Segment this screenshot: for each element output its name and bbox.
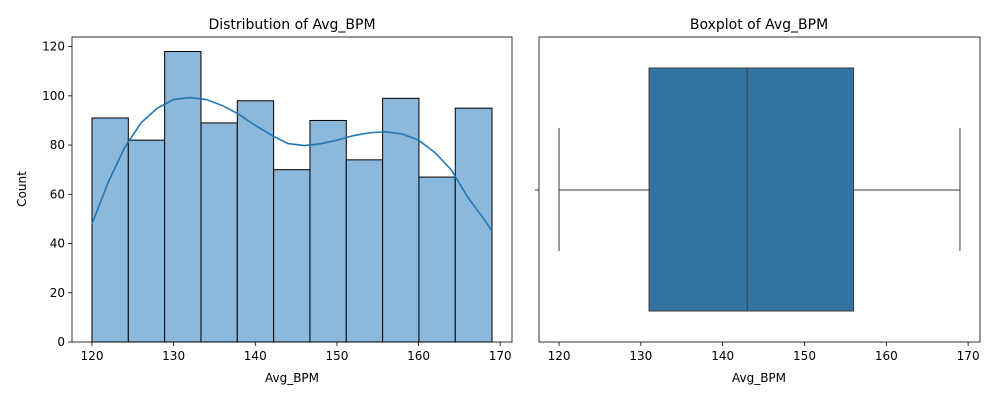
y-tick-label: 40 [50, 237, 65, 251]
histogram-bar [200, 122, 238, 343]
histogram-y-ticks: 0 20 40 60 80 100 120 [42, 40, 72, 349]
histogram-x-ticks: 120 130 140 150 160 170 [81, 342, 512, 363]
boxplot-panel: Boxplot of Avg_BPM 120 130 140 150 160 170 Av… [535, 17, 981, 385]
histogram-y-axis-label: Count [15, 171, 29, 207]
x-tick-label: 170 [489, 349, 512, 363]
y-tick-label: 0 [57, 335, 65, 349]
x-tick-label: 140 [244, 349, 267, 363]
boxplot-x-axis-label: Avg_BPM [732, 371, 786, 385]
histogram-frame [71, 36, 513, 343]
box-iqr [648, 67, 855, 312]
boxplot-shapes [558, 67, 961, 312]
histogram-bar [309, 119, 347, 343]
y-tick-label: 80 [50, 138, 65, 152]
boxplot-frame [538, 36, 981, 343]
y-tick-label: 20 [50, 286, 65, 300]
histogram-bars [91, 51, 493, 343]
histogram-bar [345, 159, 384, 343]
boxplot-title: Boxplot of Avg_BPM [690, 17, 828, 33]
histogram-bar [273, 169, 311, 343]
x-tick-label: 160 [875, 349, 898, 363]
x-tick-label: 130 [629, 349, 652, 363]
y-tick-label: 60 [50, 187, 65, 201]
kde-line [91, 96, 493, 232]
histogram-bar [454, 107, 493, 343]
y-tick-label: 120 [42, 40, 65, 54]
histogram-bar [127, 139, 166, 343]
histogram-bar [91, 117, 129, 343]
x-tick-label: 150 [325, 349, 348, 363]
histogram-bar [236, 100, 275, 343]
x-tick-label: 170 [957, 349, 980, 363]
y-tick-label: 100 [42, 89, 65, 103]
histogram-x-axis-label: Avg_BPM [265, 371, 319, 385]
histogram-bar [382, 97, 420, 343]
x-tick-label: 130 [162, 349, 185, 363]
x-tick-label: 160 [407, 349, 430, 363]
x-tick-label: 140 [711, 349, 734, 363]
histogram-bar [164, 51, 202, 343]
x-tick-label: 120 [548, 349, 571, 363]
histogram-bar [418, 176, 456, 343]
histogram-title: Distribution of Avg_BPM [208, 17, 375, 33]
histogram-panel: Distribution of Avg_BPM 120 130 140 150 160 1… [15, 17, 513, 385]
x-tick-label: 120 [81, 349, 104, 363]
x-tick-label: 150 [793, 349, 816, 363]
boxplot-x-ticks: 120 130 140 150 160 170 [548, 342, 980, 363]
